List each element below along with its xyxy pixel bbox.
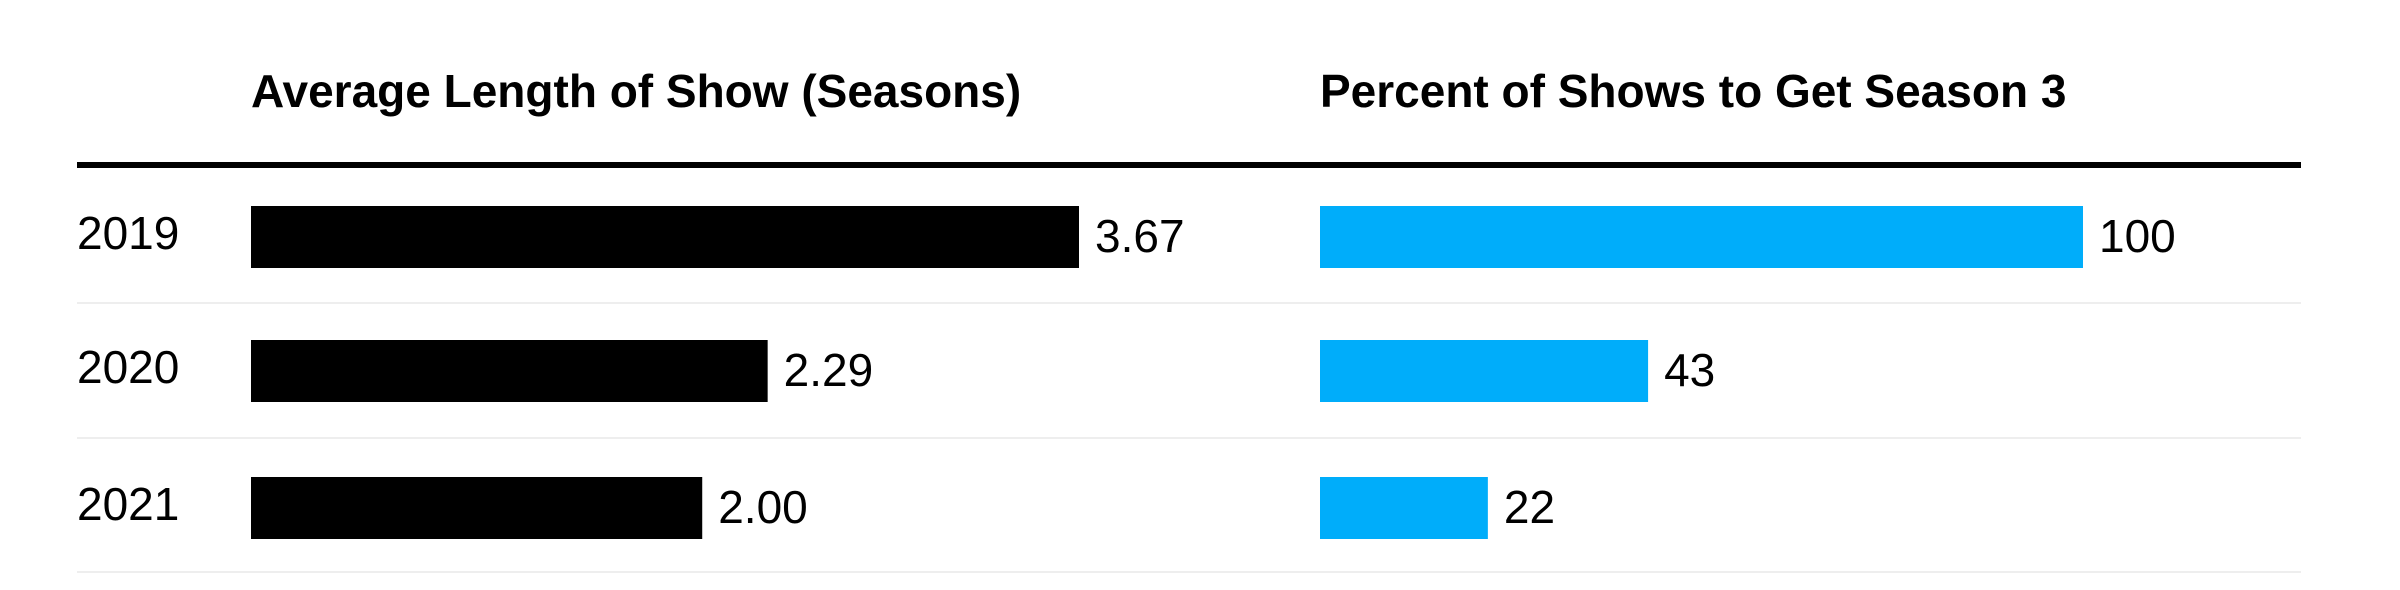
value-label: 100 (2099, 210, 2176, 262)
value-label: 2.29 (784, 344, 874, 396)
bar (251, 340, 768, 402)
row-label: 2020 (77, 341, 179, 393)
bar (251, 477, 703, 539)
chart-title: Percent of Shows to Get Season 3 (1320, 65, 2066, 117)
row-label: 2021 (77, 478, 179, 530)
value-label: 43 (1664, 344, 1715, 396)
chart-title: Average Length of Show (Seasons) (251, 65, 1021, 117)
value-label: 3.67 (1095, 210, 1185, 262)
bar (1320, 340, 1649, 402)
row-label: 2019 (77, 207, 179, 259)
value-label: 2.00 (718, 481, 808, 533)
bar (1320, 206, 2083, 268)
bar (251, 206, 1079, 268)
value-label: 22 (1504, 481, 1555, 533)
bar (1320, 477, 1488, 539)
